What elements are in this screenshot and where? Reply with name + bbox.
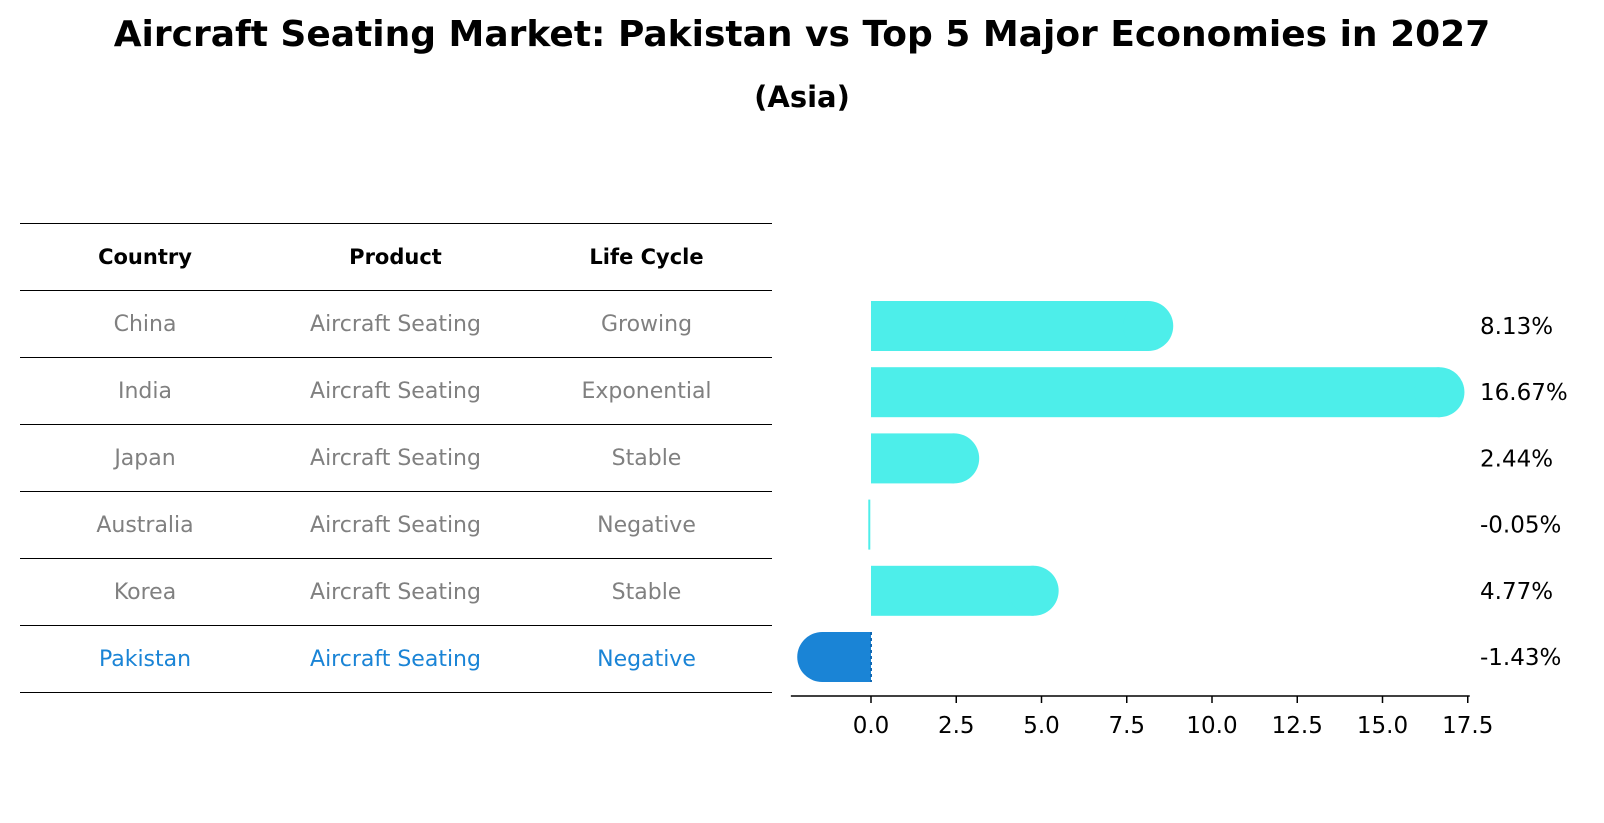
x-tick-label: 15.0 xyxy=(1357,713,1408,739)
life-cycle-cell: Exponential xyxy=(521,357,772,425)
life-cycle-cell: Negative xyxy=(521,491,772,559)
table-header-row: Country Product Life Cycle xyxy=(20,223,772,291)
country-cell: India xyxy=(20,357,270,425)
country-cell: China xyxy=(20,290,270,358)
bar-cap xyxy=(797,632,848,682)
x-tick-label: 17.5 xyxy=(1442,713,1493,739)
life-cycle-cell: Growing xyxy=(521,290,772,358)
product-cell: Aircraft Seating xyxy=(270,558,521,626)
country-cell: Japan xyxy=(20,424,270,492)
x-tick-label: 10.0 xyxy=(1186,713,1237,739)
country-cell: Korea xyxy=(20,558,270,626)
value-label: -0.05% xyxy=(1480,513,1561,539)
chart-subtitle: (Asia) xyxy=(754,80,850,114)
bar xyxy=(871,301,1149,351)
comparison-table: Country Product Life Cycle China Aircraf… xyxy=(20,223,772,693)
table-row: Japan Aircraft Seating Stable xyxy=(20,424,772,492)
bar xyxy=(868,499,871,550)
bar-cap xyxy=(929,433,980,484)
product-cell: Aircraft Seating xyxy=(270,357,521,425)
bar-cap xyxy=(1414,367,1465,418)
value-label: -1.43% xyxy=(1480,645,1561,671)
value-label: 4.77% xyxy=(1480,579,1553,605)
x-tick-label: 0.0 xyxy=(853,713,890,739)
bar xyxy=(871,367,1440,418)
x-tick-label: 2.5 xyxy=(938,713,975,739)
value-label: 8.13% xyxy=(1480,314,1553,340)
product-cell: Aircraft Seating xyxy=(270,290,521,358)
column-header-product: Product xyxy=(270,223,521,291)
x-tick-label: 12.5 xyxy=(1272,713,1323,739)
bar-cap xyxy=(1008,565,1059,616)
table-row: China Aircraft Seating Growing xyxy=(20,290,772,358)
table-row: India Aircraft Seating Exponential xyxy=(20,357,772,425)
table-row: Korea Aircraft Seating Stable xyxy=(20,558,772,626)
value-label: 16.67% xyxy=(1480,380,1568,406)
table-row: Australia Aircraft Seating Negative xyxy=(20,491,772,559)
value-label: 2.44% xyxy=(1480,446,1553,472)
x-tick-label: 7.5 xyxy=(1108,713,1145,739)
life-cycle-cell: Stable xyxy=(521,558,772,626)
life-cycle-cell: Negative xyxy=(521,625,772,693)
product-cell: Aircraft Seating xyxy=(270,424,521,492)
life-cycle-cell: Stable xyxy=(521,424,772,492)
column-header-life-cycle: Life Cycle xyxy=(521,223,772,291)
country-cell: Pakistan xyxy=(20,625,270,693)
chart-title: Aircraft Seating Market: Pakistan vs Top… xyxy=(113,14,1491,55)
country-cell: Australia xyxy=(20,491,270,559)
column-header-country: Country xyxy=(20,223,270,291)
x-tick-label: 5.0 xyxy=(1023,713,1060,739)
table-row-highlighted: Pakistan Aircraft Seating Negative xyxy=(20,625,772,693)
product-cell: Aircraft Seating xyxy=(270,625,521,693)
product-cell: Aircraft Seating xyxy=(270,491,521,559)
bar xyxy=(871,565,1034,616)
bar-cap xyxy=(1123,301,1174,351)
